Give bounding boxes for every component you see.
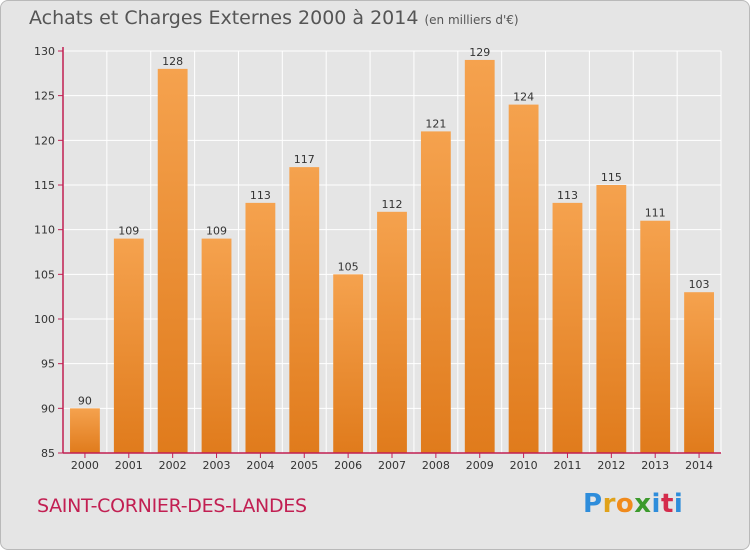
bar [596,185,627,453]
x-tick-label: 2000 [71,459,99,472]
logo-letter: i [673,489,684,519]
bar [508,104,539,453]
x-tick-label: 2004 [246,459,274,472]
axes [58,47,721,458]
bar [113,238,144,453]
bar [289,167,320,453]
y-tick-label: 90 [41,402,55,415]
y-tick-label: 105 [34,268,55,281]
bars [70,59,714,453]
value-label: 111 [645,207,666,220]
logo-letter: P [583,489,603,519]
value-label: 105 [338,260,359,273]
x-tick-label: 2006 [334,459,362,472]
bar [333,274,364,453]
x-tick-label: 2013 [641,459,669,472]
x-tick-label: 2002 [159,459,187,472]
y-tick-label: 100 [34,313,55,326]
bar [420,131,451,453]
value-label: 128 [162,55,183,68]
value-label: 112 [382,198,403,211]
labels: 85 90 95 100 105 110 115 120 125 130 90 2000 109 2001… [34,45,713,472]
value-label: 103 [689,278,710,291]
x-tick-label: 2003 [203,459,231,472]
value-label: 109 [118,225,139,238]
x-tick-label: 2012 [597,459,625,472]
value-label: 113 [250,189,271,202]
value-label: 109 [206,225,227,238]
y-tick-label: 110 [34,224,55,237]
logo-letter: o [615,489,635,519]
x-tick-label: 2009 [466,459,494,472]
x-tick-label: 2010 [510,459,538,472]
y-tick-label: 130 [34,45,55,58]
bar [201,238,232,453]
y-tick-label: 95 [41,358,55,371]
bar [157,68,188,453]
logo-letter: x [634,489,652,519]
bar [377,211,407,453]
x-tick-label: 2011 [553,459,581,472]
value-label: 90 [78,394,92,407]
bar [70,408,100,453]
chart-unit: (en milliers d'€) [424,13,519,27]
logo-letter: r [602,489,616,519]
value-label: 124 [513,91,534,104]
bar [464,59,495,453]
value-label: 115 [601,171,622,184]
value-label: 117 [294,153,315,166]
x-tick-label: 2005 [290,459,318,472]
y-tick-label: 120 [34,134,55,147]
bar [245,202,276,453]
chart-title-text: Achats et Charges Externes 2000 à 2014 [29,7,419,29]
y-tick-label: 125 [34,90,55,103]
value-label: 113 [557,189,578,202]
x-tick-label: 2008 [422,459,450,472]
bar [684,292,714,453]
y-tick-label: 85 [41,447,55,460]
x-tick-label: 2014 [685,459,713,472]
bar [640,220,671,453]
logo-letter: i [651,489,661,519]
x-tick-label: 2001 [115,459,143,472]
proxiti-logo: Proxiti [583,489,683,519]
bar [552,202,583,453]
y-tick-label: 115 [34,179,55,192]
chart-title: Achats et Charges Externes 2000 à 2014 (e… [29,7,519,29]
logo-letter: t [660,489,674,519]
value-label: 129 [469,46,490,59]
commune-name: SAINT-CORNIER-DES-LANDES [37,495,307,517]
x-tick-label: 2007 [378,459,406,472]
value-label: 121 [425,117,446,130]
